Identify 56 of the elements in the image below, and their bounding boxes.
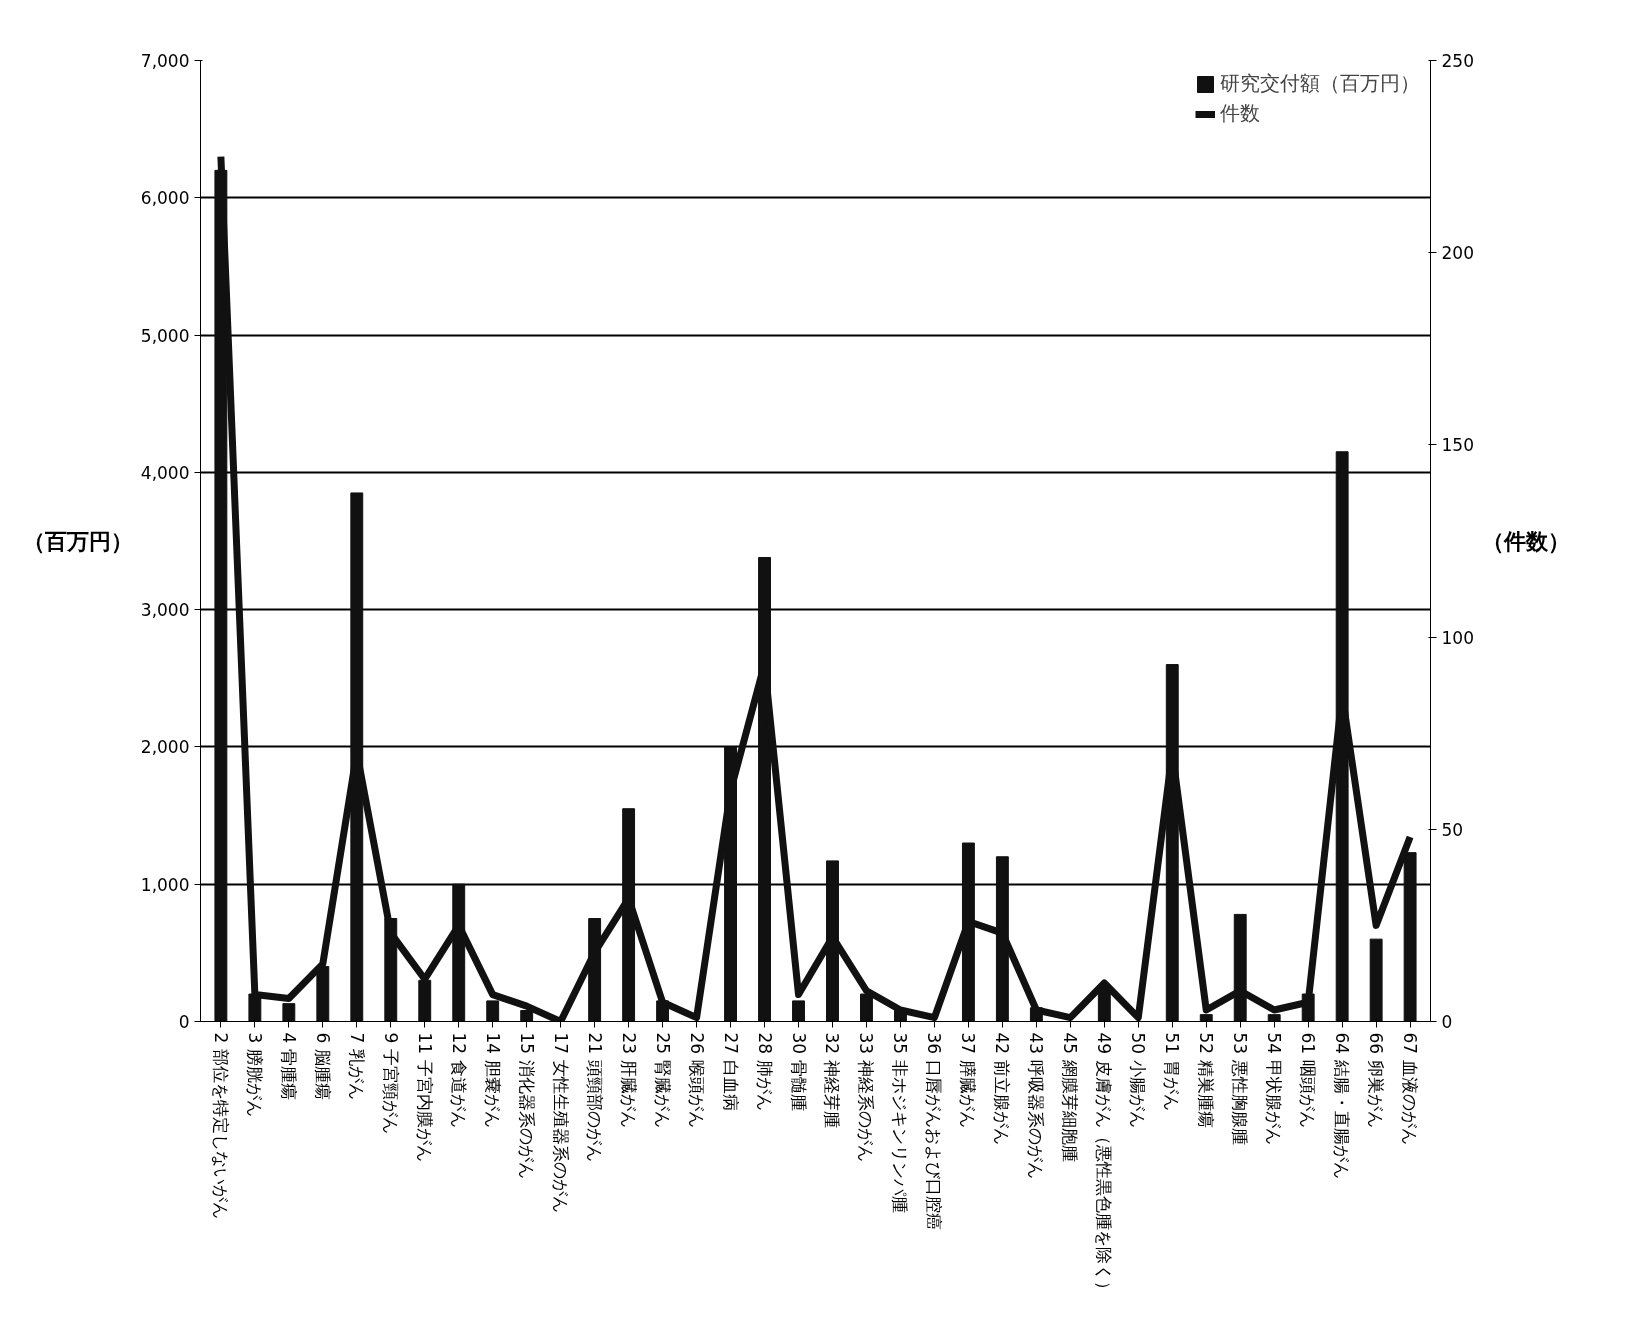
x-tick-label: 35 非ホジキンリンパ腫 — [890, 1032, 911, 1213]
y2-tick-label: 200 — [1441, 243, 1474, 264]
x-tick-label: 50 小腸がん — [1128, 1032, 1149, 1128]
y-axis-title: （百万円） — [22, 528, 133, 554]
y-tick-label: 5,000 — [140, 325, 190, 346]
x-tick-label: 21 頭頸部のがん — [584, 1032, 605, 1162]
x-tick-label: 26 喉頭がん — [686, 1032, 707, 1128]
bar — [1369, 938, 1383, 1022]
y2-tick-label: 250 — [1441, 51, 1474, 71]
y-tick-label: 6,000 — [140, 188, 190, 209]
y-tick-label: 4,000 — [140, 462, 190, 483]
x-tick-label: 67 血液のがん — [1400, 1032, 1421, 1145]
legend-label: 研究交付額（百万円） — [1220, 70, 1420, 97]
x-tick-label: 53 悪性胸腺腫 — [1230, 1032, 1251, 1145]
x-tick-label: 30 骨髄腫 — [788, 1032, 809, 1111]
x-tick-label: 17 女性生殖器系のがん — [550, 1032, 571, 1213]
x-tick-label: 25 腎臓がん — [652, 1032, 673, 1128]
x-tick-label: 61 咽頭がん — [1298, 1032, 1319, 1128]
y-tick-label: 2,000 — [140, 737, 190, 758]
y-tick-label: 7,000 — [140, 51, 190, 71]
y2-tick-label: 150 — [1441, 435, 1474, 456]
y2-tick-label: 50 — [1441, 819, 1464, 840]
x-tick-label: 6 脳腫瘍 — [312, 1032, 333, 1100]
x-tick-label: 3 膀胱がん — [244, 1032, 265, 1117]
x-tick-label: 12 食道がん — [448, 1032, 469, 1128]
x-tick-label: 33 神経系のがん — [856, 1032, 877, 1162]
x-tick-label: 7 乳がん — [346, 1032, 367, 1100]
x-tick-label: 42 前立腺がん — [992, 1032, 1013, 1145]
bar — [792, 1000, 805, 1022]
x-tick-label: 14 胆嚢がん — [482, 1032, 503, 1128]
x-tick-label: 49 皮膚がん（悪性黒色腫を除く） — [1094, 1032, 1115, 1298]
x-tick-label: 28 肺がん — [754, 1032, 775, 1111]
y2-tick-label: 0 — [1441, 1012, 1453, 1032]
x-tick-label: 54 甲状腺がん — [1264, 1032, 1285, 1145]
x-tick-label: 27 白血病 — [720, 1032, 741, 1111]
x-tick-label: 64 結腸・直腸がん — [1332, 1032, 1353, 1179]
y-tick-label: 0 — [178, 1012, 190, 1032]
x-tick-label: 37 膵臓がん — [958, 1032, 979, 1128]
x-tick-label: 4 骨腫瘍 — [278, 1032, 299, 1100]
x-tick-label: 9 子宮頸がん — [380, 1032, 401, 1134]
y-tick-label: 3,000 — [140, 600, 190, 621]
x-tick-label: 36 口唇がんおよび口腔癌 — [924, 1032, 945, 1230]
y2-axis-title: （件数） — [1481, 528, 1570, 554]
x-tick-label: 52 精巣腫瘍 — [1196, 1032, 1217, 1128]
y2-tick-label: 100 — [1441, 627, 1474, 648]
x-tick-label: 66 卵巣がん — [1366, 1032, 1387, 1128]
x-tick-label: 2 部位を特定しないがん — [210, 1032, 231, 1219]
x-tick-label: 11 子宮内膜がん — [414, 1032, 435, 1162]
legend-label: 件数 — [1220, 100, 1260, 127]
y-tick-label: 1,000 — [140, 874, 190, 895]
x-tick-label: 43 呼吸器系のがん — [1026, 1032, 1047, 1179]
x-tick-label: 32 神経芽腫 — [822, 1032, 843, 1128]
x-tick-label: 23 肝臓がん — [618, 1032, 639, 1128]
x-tick-label: 51 胃がん — [1162, 1032, 1183, 1111]
x-tick-label: 45 網膜芽細胞腫 — [1060, 1032, 1081, 1162]
x-tick-label: 15 消化器系のがん — [516, 1032, 537, 1179]
